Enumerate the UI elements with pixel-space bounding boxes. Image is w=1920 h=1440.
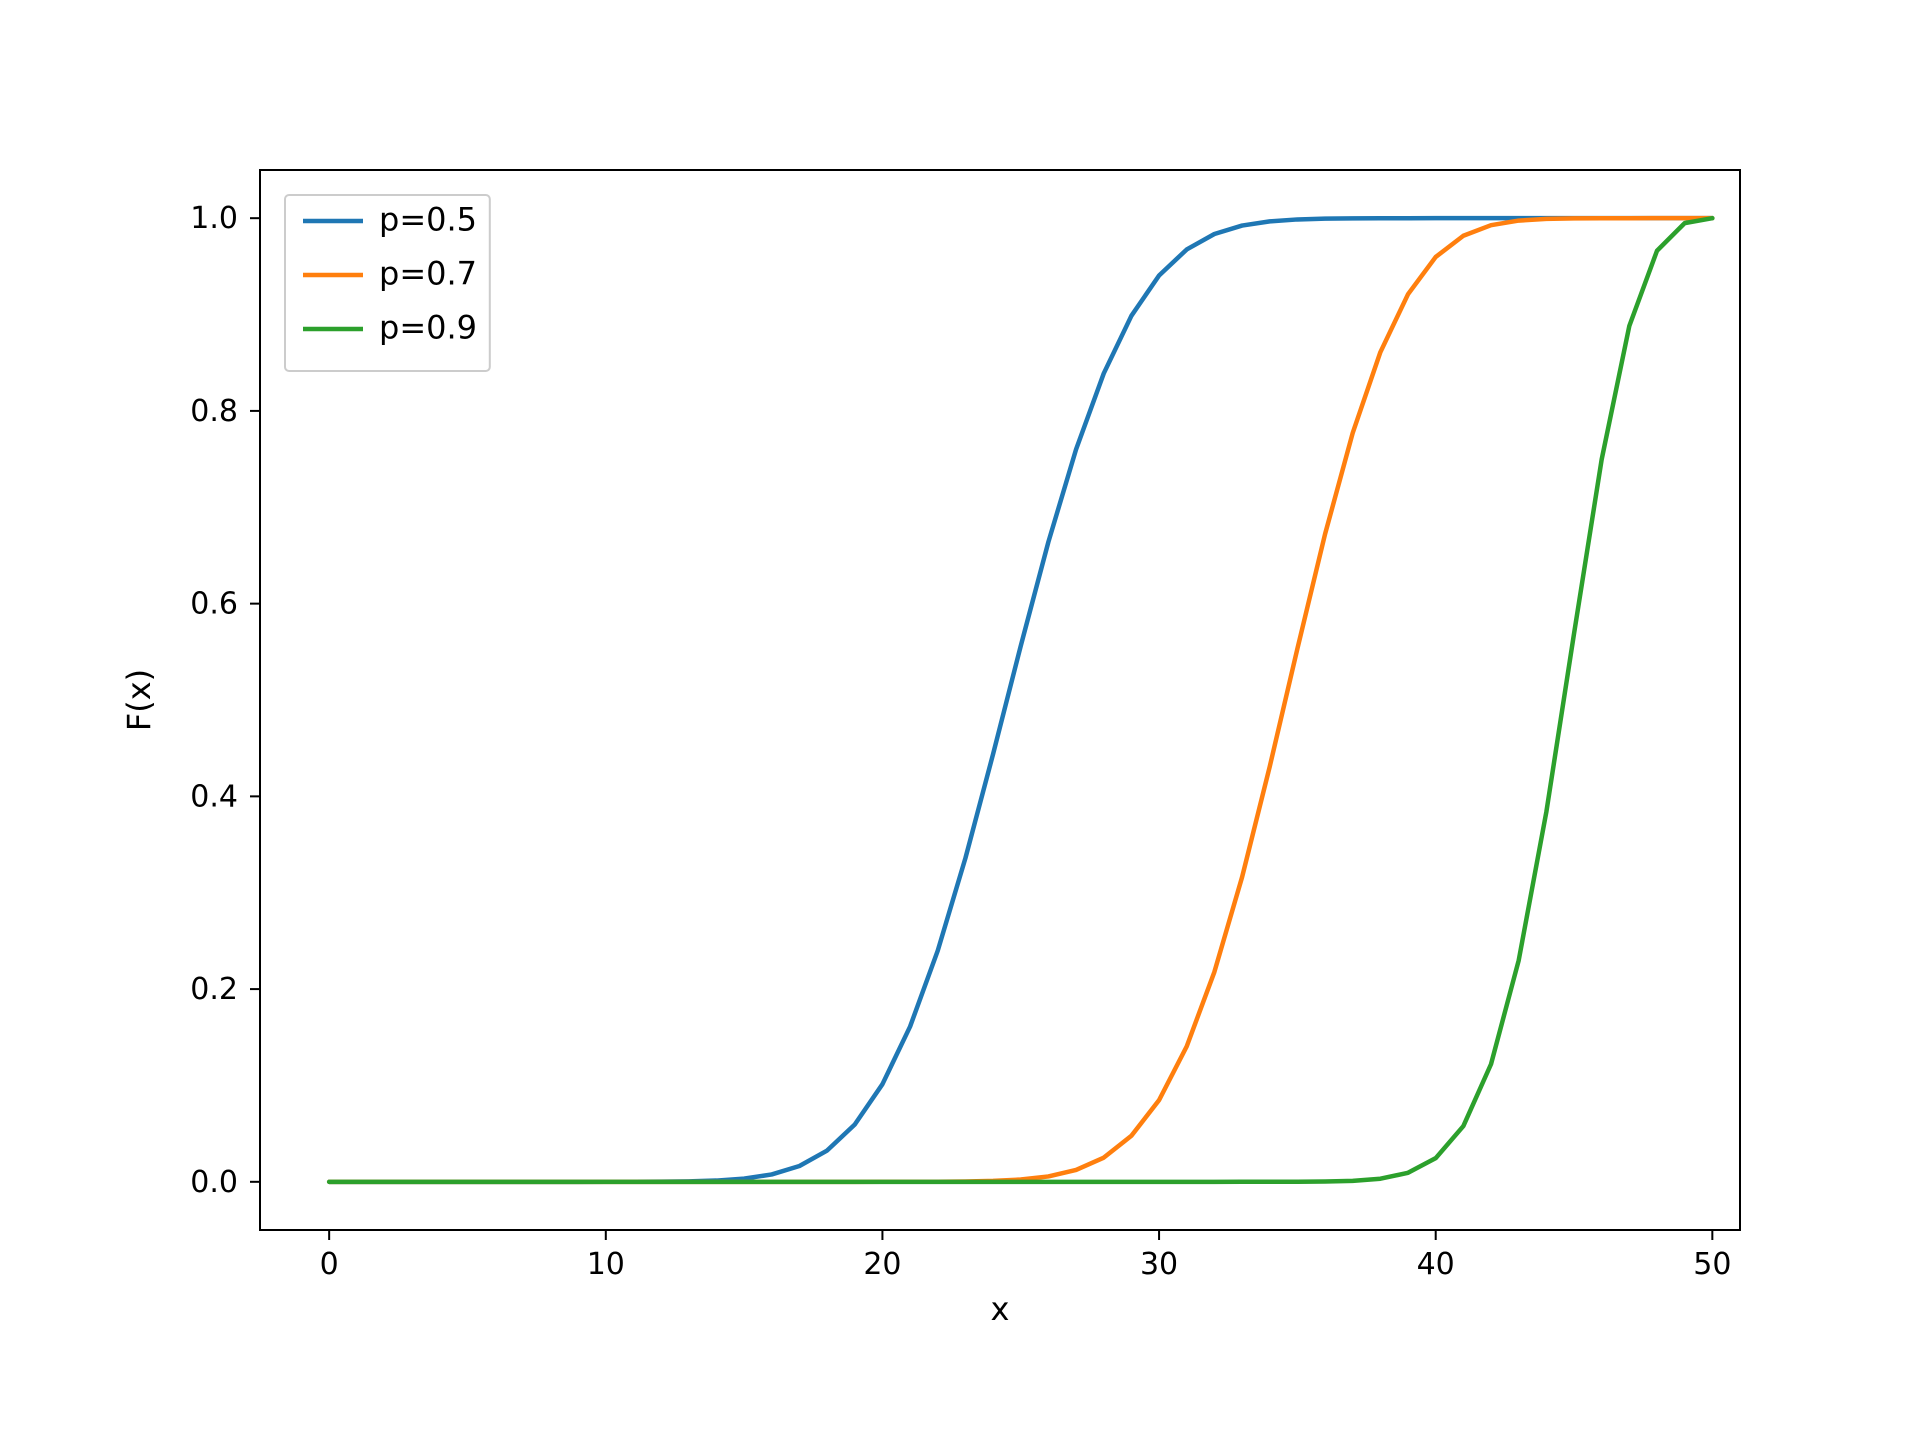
legend-label-0: p=0.5 [379, 201, 477, 239]
y-tick-label: 0.8 [190, 394, 238, 429]
x-axis-label: x [991, 1290, 1010, 1328]
y-tick-label: 0.4 [190, 779, 238, 814]
x-tick-label: 0 [320, 1247, 339, 1282]
x-tick-label: 40 [1417, 1247, 1455, 1282]
x-tick-label: 50 [1693, 1247, 1731, 1282]
x-tick-label: 30 [1140, 1247, 1178, 1282]
x-tick-label: 10 [587, 1247, 625, 1282]
x-tick-label: 20 [863, 1247, 901, 1282]
chart-svg: 01020304050x0.00.20.40.60.81.0F(x)p=0.5p… [0, 0, 1920, 1440]
y-axis-label: F(x) [120, 669, 158, 731]
legend: p=0.5 p=0.7 p=0.9 [285, 195, 490, 371]
cdf-chart: 01020304050x0.00.20.40.60.81.0F(x)p=0.5p… [0, 0, 1920, 1440]
y-tick-label: 0.0 [190, 1165, 238, 1200]
y-tick-label: 0.2 [190, 972, 238, 1007]
legend-label-1: p=0.7 [379, 255, 477, 293]
legend-label-2: p=0.9 [379, 309, 477, 347]
y-tick-label: 0.6 [190, 587, 238, 622]
y-tick-label: 1.0 [190, 201, 238, 236]
